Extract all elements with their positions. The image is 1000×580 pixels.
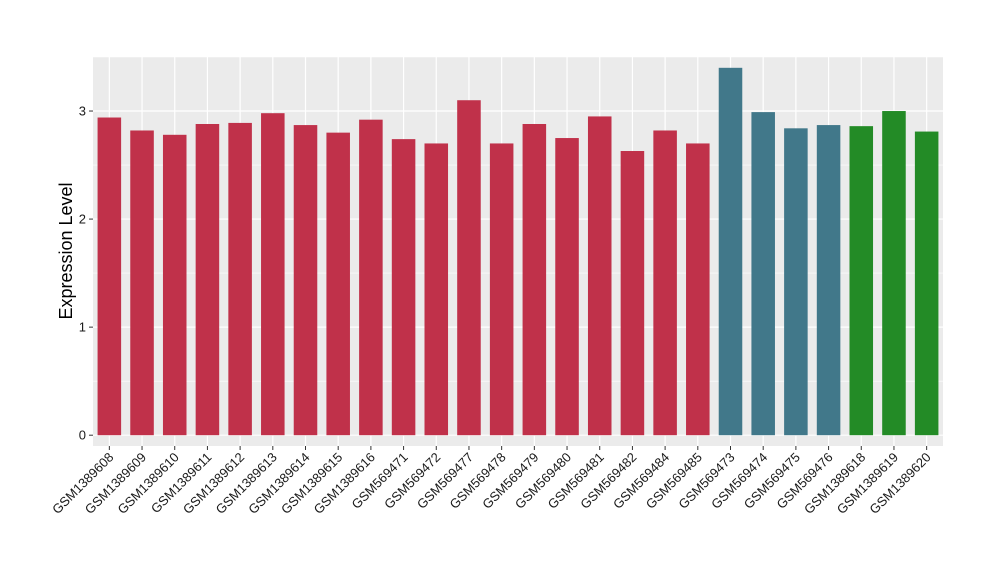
bar-GSM569484 xyxy=(653,130,677,436)
bar-GSM1389616 xyxy=(359,119,383,436)
bar-GSM1389620 xyxy=(914,131,939,436)
bar-GSM569477 xyxy=(457,100,481,436)
bar-GSM1389618 xyxy=(849,126,874,436)
bar-GSM569476 xyxy=(816,125,841,436)
y-tick-label: 2 xyxy=(79,212,86,227)
y-axis: 0 1 2 3 xyxy=(79,104,93,443)
bar-GSM1389614 xyxy=(293,125,318,436)
bar-GSM1389612 xyxy=(228,122,252,436)
bar-GSM569471 xyxy=(391,139,416,436)
bar-GSM569474 xyxy=(751,112,775,436)
bar-GSM1389610 xyxy=(162,134,187,436)
bar-GSM1389609 xyxy=(130,130,154,436)
plot-panel xyxy=(93,57,943,446)
bar-GSM569485 xyxy=(686,143,710,436)
bar-GSM569472 xyxy=(424,143,449,436)
y-tick-label: 0 xyxy=(79,428,86,443)
bar-GSM1389615 xyxy=(326,132,350,436)
bar-GSM569473 xyxy=(718,67,743,436)
bar-GSM569482 xyxy=(620,151,645,436)
bar-GSM1389608 xyxy=(97,117,122,436)
bar-GSM569480 xyxy=(555,138,579,436)
bar-GSM1389613 xyxy=(261,113,285,436)
bar-GSM1389611 xyxy=(195,123,220,436)
bar-GSM569478 xyxy=(489,143,514,436)
bar-GSM569479 xyxy=(522,123,547,436)
y-tick-label: 3 xyxy=(79,104,86,119)
bars xyxy=(97,67,939,436)
bar-GSM1389619 xyxy=(882,111,906,436)
bar-GSM569475 xyxy=(784,128,808,436)
y-axis-title: Expression Level xyxy=(56,182,76,319)
y-tick-label: 1 xyxy=(79,320,86,335)
x-axis: GSM1389608GSM1389609GSM1389610GSM1389611… xyxy=(49,446,934,517)
bar-GSM569481 xyxy=(587,116,612,436)
